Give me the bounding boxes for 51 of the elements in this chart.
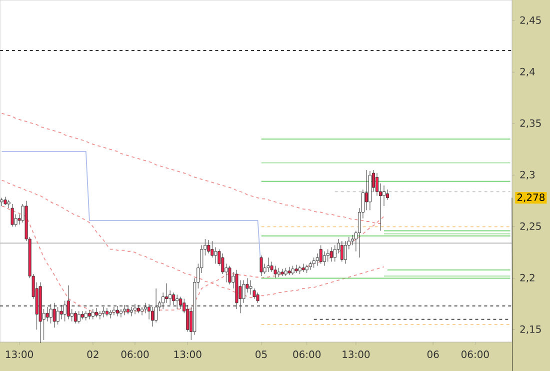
x-tick-label: 02 <box>87 350 98 358</box>
candlestick <box>140 306 144 316</box>
y-tick-label: 2,4 <box>520 68 535 76</box>
x-tick-label: 13:00 <box>6 350 33 358</box>
candlestick <box>249 280 252 295</box>
x-tick-label: 13:00 <box>174 350 202 358</box>
candlestick <box>77 310 80 324</box>
y-tick-label: 2,45 <box>520 16 541 25</box>
candlestick <box>256 292 260 304</box>
x-tick-label: 06:00 <box>293 350 321 358</box>
y-tick-label: 2,25 <box>520 222 541 231</box>
candlestick <box>56 306 60 325</box>
candlestick <box>266 257 270 272</box>
candlestick <box>274 266 277 278</box>
x-tick-label: 13:00 <box>342 350 370 358</box>
candlestick <box>105 308 108 317</box>
y-tick-label: 2,3 <box>520 170 535 180</box>
candlestick <box>312 257 316 268</box>
candlestick <box>91 308 94 320</box>
candlestick <box>98 310 102 320</box>
candlestick <box>10 204 14 227</box>
candlestick <box>84 310 88 321</box>
candlestick <box>382 185 386 206</box>
candlestick <box>74 310 77 324</box>
text: 2,278 <box>517 194 545 202</box>
x-tick-label: 05 <box>256 350 267 358</box>
candlestick <box>260 255 263 276</box>
candlestick <box>207 240 210 254</box>
x-tick-label: 06 <box>427 350 439 358</box>
candlestick <box>316 253 319 266</box>
candlestick <box>291 266 294 276</box>
candlestick <box>326 249 330 262</box>
y-tick-label: 2,2 <box>520 274 534 282</box>
candlestick <box>364 170 368 210</box>
candlestick <box>88 310 91 320</box>
candlestick <box>344 240 347 264</box>
candlestick <box>46 306 49 322</box>
candlestick <box>322 251 326 266</box>
candlestick <box>330 247 333 262</box>
y-tick-label: 2,35 <box>520 119 541 128</box>
candlestick <box>228 266 232 285</box>
candlestick <box>119 308 122 318</box>
candlestick <box>108 310 112 319</box>
y-tick-label: 2,15 <box>520 325 541 334</box>
candlestick <box>319 244 322 264</box>
x-tick-label: 06:00 <box>121 350 149 358</box>
candlestick <box>214 247 218 264</box>
candlestick <box>340 240 344 262</box>
x-tick-label: 06:00 <box>461 350 489 358</box>
candlestick <box>277 268 280 278</box>
candlestick <box>165 283 168 304</box>
